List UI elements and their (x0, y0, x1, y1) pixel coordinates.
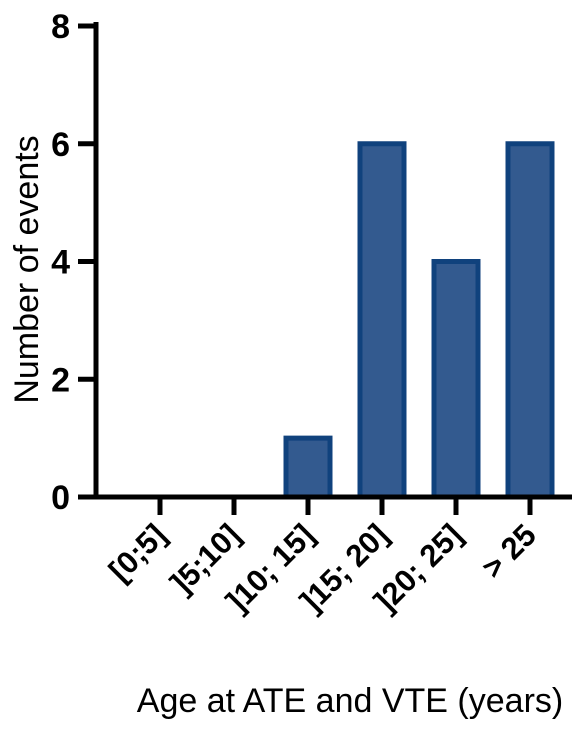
bar (283, 435, 333, 500)
y-tick-label: 6 (51, 126, 70, 164)
y-tick-label: 0 (51, 479, 70, 517)
x-axis-title: Age at ATE and VTE (years) (137, 682, 563, 720)
y-tick-label: 2 (51, 361, 70, 399)
y-tick-label: 4 (51, 244, 70, 282)
bar (357, 141, 407, 500)
bars-layer (283, 141, 555, 500)
axes-layer (78, 22, 572, 515)
x-tick-label: [0;5] (102, 517, 173, 588)
bar (505, 141, 555, 500)
bar (431, 259, 481, 500)
y-tick-label: 8 (51, 8, 70, 46)
y-axis-title: Number of events (8, 135, 46, 403)
x-tick-label: > 25 (475, 517, 543, 585)
